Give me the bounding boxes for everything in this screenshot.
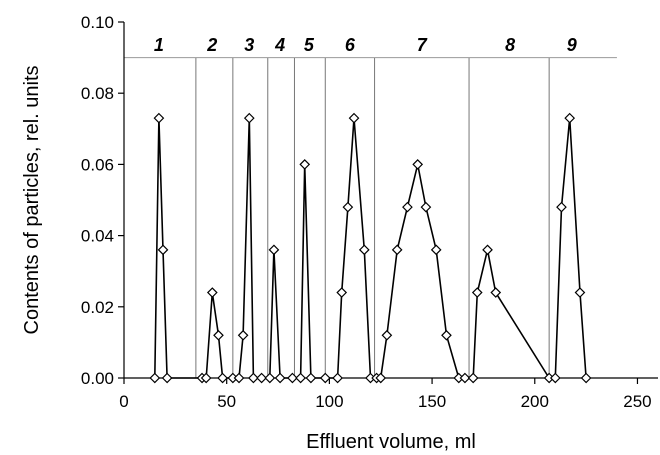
- data-point: [256, 372, 267, 384]
- data-point: [342, 201, 354, 213]
- data-point: [412, 159, 424, 170]
- fraction-label: 2: [206, 35, 217, 55]
- data-point: [268, 244, 280, 256]
- data-point: [482, 244, 493, 256]
- data-point: [336, 287, 348, 298]
- x-tick-label: 250: [623, 392, 651, 411]
- data-point: [217, 372, 228, 384]
- data-point: [305, 372, 317, 384]
- y-tick-label: 0.10: [81, 13, 114, 32]
- data-point: [459, 372, 471, 384]
- data-point: [237, 329, 249, 341]
- fraction-label: 1: [154, 35, 164, 55]
- y-tick-label: 0.02: [81, 298, 114, 317]
- ticks: 0.00 0.02 0.04 0.06 0.08 0.10 0 50 100 150 200 250: [81, 13, 652, 411]
- data-point: [471, 287, 483, 298]
- data-point: [149, 372, 161, 384]
- fraction-label: 4: [274, 35, 285, 55]
- data-point: [295, 372, 306, 384]
- data-point: [200, 372, 212, 384]
- x-tick-label: 100: [315, 392, 343, 411]
- x-axis-label: Effluent volume, ml: [306, 431, 476, 453]
- data-point: [564, 112, 576, 124]
- data-point: [556, 201, 567, 213]
- data-point: [287, 372, 298, 384]
- y-tick-label: 0.00: [81, 369, 114, 388]
- data-point: [490, 287, 502, 298]
- x-tick-label: 150: [418, 392, 446, 411]
- data-point: [157, 244, 169, 256]
- data-point: [391, 244, 403, 256]
- data-point: [348, 112, 360, 124]
- fraction-label: 7: [417, 35, 428, 55]
- data-point: [299, 159, 311, 170]
- data-point: [549, 372, 561, 384]
- fraction-boundaries: [195, 57, 550, 378]
- data-point: [574, 287, 586, 298]
- data-point: [153, 112, 165, 124]
- fraction-label: 3: [244, 35, 254, 55]
- x-tick-label: 50: [217, 392, 236, 411]
- y-tick-label: 0.08: [81, 84, 114, 103]
- data-point: [441, 329, 452, 341]
- data-point: [319, 372, 331, 384]
- data-point: [264, 372, 276, 384]
- fraction-label: 8: [505, 35, 515, 55]
- data-point: [358, 244, 370, 256]
- data-point: [375, 372, 387, 384]
- series-markers: [149, 112, 592, 384]
- data-point: [430, 244, 442, 256]
- y-tick-label: 0.06: [81, 155, 114, 174]
- x-tick-label: 0: [119, 392, 128, 411]
- data-point: [233, 372, 245, 384]
- data-point: [161, 372, 173, 384]
- data-point: [213, 329, 224, 341]
- axes: [123, 22, 658, 379]
- x-tick-label: 200: [521, 392, 549, 411]
- data-point: [402, 201, 413, 213]
- data-point: [381, 329, 393, 341]
- data-point: [248, 372, 259, 384]
- y-tick-label: 0.04: [81, 227, 114, 246]
- fraction-label: 6: [345, 35, 356, 55]
- data-point: [206, 287, 218, 298]
- fraction-label: 9: [567, 35, 577, 55]
- data-point: [467, 372, 479, 384]
- data-point: [420, 201, 432, 213]
- y-axis-label: Contents of particles, rel. units: [21, 65, 43, 334]
- fraction-label: 5: [304, 35, 315, 55]
- data-point: [274, 372, 286, 384]
- data-point: [243, 112, 255, 124]
- data-point: [580, 372, 592, 384]
- data-point: [332, 372, 343, 384]
